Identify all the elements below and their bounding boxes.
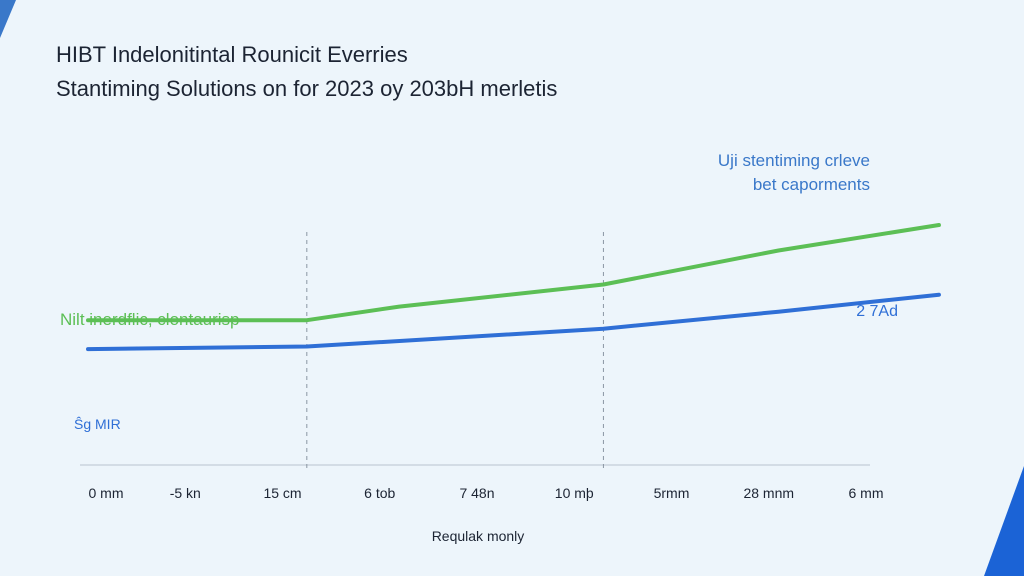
decorative-corner-bottom-right: [984, 466, 1024, 576]
series-label-green: Nilt inerdflic, clontaurisp: [60, 310, 240, 329]
x-tick-label: 6 tob: [364, 485, 395, 501]
chart-title: HIBT Indelonitintal Rounicit Everries: [56, 42, 408, 67]
x-tick-label: 10 mþ: [555, 485, 594, 501]
annotation-line-1: Uji stentiming crleve: [718, 151, 870, 170]
series-line-1: [86, 223, 941, 323]
x-tick-label: 15 cm: [263, 485, 301, 501]
blue-end-label: 2 7Ad: [856, 303, 898, 320]
x-tick-label: 5rmm: [654, 485, 690, 501]
x-tick-label: 6 mm: [849, 485, 884, 501]
chart-title-block: HIBT Indelonitintal Rounicit Everries St…: [56, 38, 557, 106]
x-axis-label: Requlak monly: [432, 528, 525, 544]
chart-subtitle: Stantiming Solutions on for 2023 oy 203b…: [56, 76, 558, 101]
x-tick-label: -5 kn: [170, 485, 201, 501]
decorative-corner-top-left: [0, 0, 16, 38]
annotation-line-2: bet caporments: [753, 175, 870, 194]
series-line-2: [86, 292, 941, 352]
x-tick-label: 7 48n: [459, 485, 494, 501]
series-label-blue: Ŝg MIR: [74, 416, 121, 432]
x-tick-label: 28 mnm: [743, 485, 794, 501]
x-tick-label: 0 mm: [89, 485, 124, 501]
